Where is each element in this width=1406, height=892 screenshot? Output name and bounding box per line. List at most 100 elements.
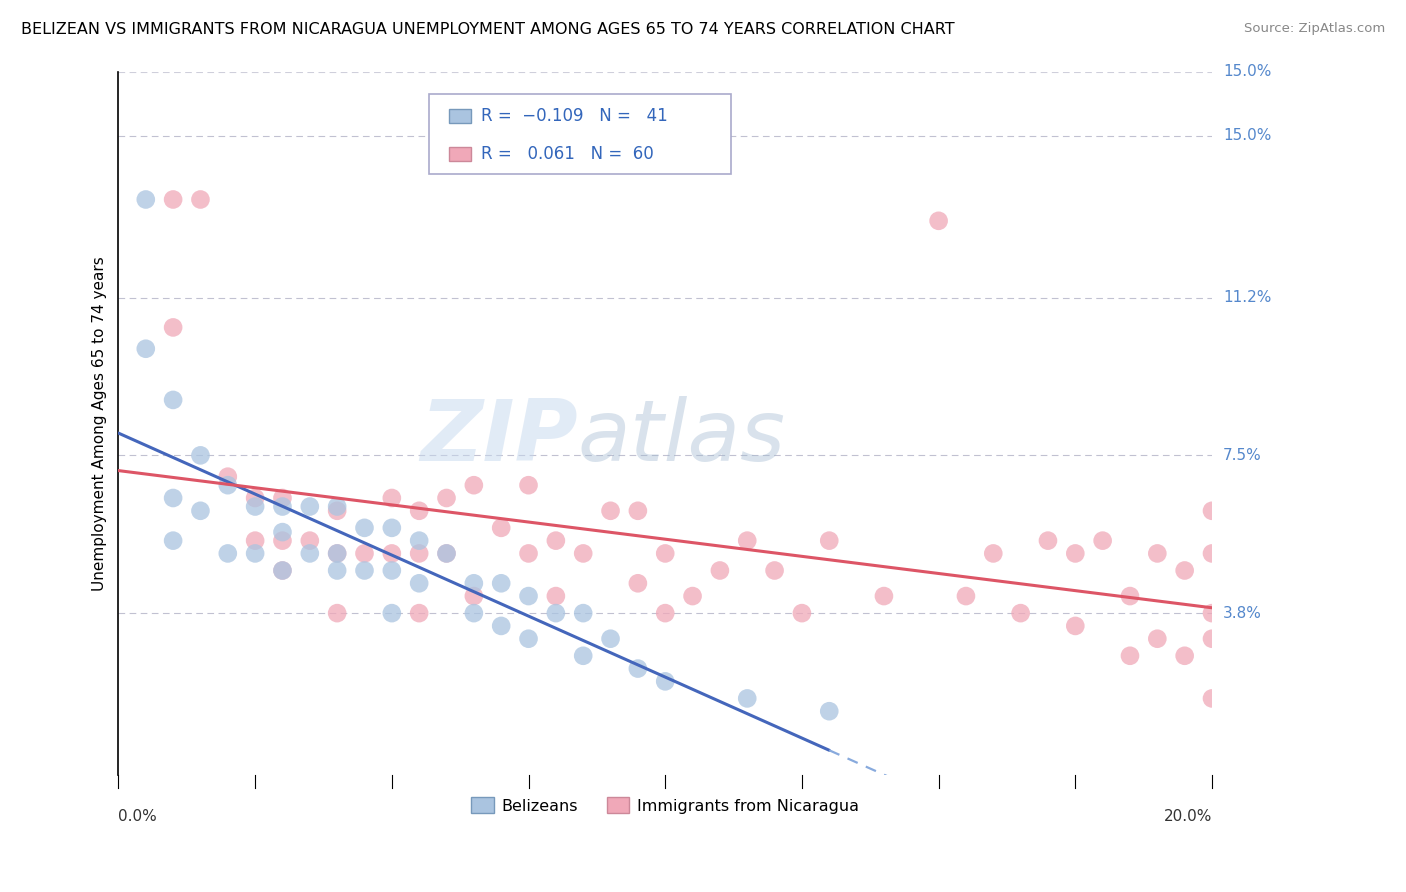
Point [243,546,266,560]
Point [463,576,485,591]
Y-axis label: Unemployment Among Ages 65 to 74 years: Unemployment Among Ages 65 to 74 years [93,256,107,591]
Point [243,491,266,505]
Text: 15.0%: 15.0% [1223,64,1271,79]
Point [572,648,595,663]
Point [489,576,512,591]
Point [654,674,676,689]
Point [381,521,404,535]
Point [298,546,321,560]
Point [436,546,458,560]
Point [243,500,266,514]
Point [271,564,294,578]
Point [135,342,157,356]
Text: R =   0.061   N =  60: R = 0.061 N = 60 [481,145,654,163]
Point [572,546,595,560]
Point [217,478,239,492]
Point [1010,606,1032,620]
Point [408,533,430,548]
Point [326,500,349,514]
Point [190,193,212,207]
Point [271,564,294,578]
Text: 15.0%: 15.0% [1223,128,1271,143]
Point [1064,619,1087,633]
Point [489,521,512,535]
Point [162,392,184,407]
Point [517,478,540,492]
Point [682,589,704,603]
Point [326,504,349,518]
Point [381,546,404,560]
Point [463,606,485,620]
Point [1174,648,1197,663]
Text: 11.2%: 11.2% [1223,290,1271,305]
Point [271,525,294,540]
Point [1146,546,1168,560]
Point [381,491,404,505]
Point [271,533,294,548]
Point [517,632,540,646]
Point [1201,606,1223,620]
Text: atlas: atlas [578,396,786,479]
Point [654,606,676,620]
Point [353,564,375,578]
Point [408,546,430,560]
Point [544,533,567,548]
Point [627,576,650,591]
Text: 0.0%: 0.0% [118,809,157,824]
Point [271,491,294,505]
Point [436,546,458,560]
Point [818,704,841,718]
Point [763,564,786,578]
Point [162,193,184,207]
Legend: Belizeans, Immigrants from Nicaragua: Belizeans, Immigrants from Nicaragua [465,791,866,820]
Point [298,500,321,514]
Point [627,662,650,676]
Point [326,546,349,560]
Point [190,504,212,518]
Point [243,533,266,548]
Point [627,504,650,518]
Point [463,589,485,603]
Text: Source: ZipAtlas.com: Source: ZipAtlas.com [1244,22,1385,36]
Point [544,589,567,603]
Point [217,546,239,560]
Point [271,500,294,514]
Text: R =  −0.109   N =   41: R = −0.109 N = 41 [481,107,668,125]
Point [735,691,758,706]
Point [818,533,841,548]
Text: 20.0%: 20.0% [1164,809,1212,824]
Text: 3.8%: 3.8% [1223,606,1263,621]
Point [517,589,540,603]
Point [599,632,621,646]
Point [353,521,375,535]
Point [353,546,375,560]
Point [1091,533,1114,548]
Point [408,606,430,620]
Point [572,606,595,620]
Point [489,619,512,633]
Point [326,606,349,620]
Point [135,193,157,207]
Point [1146,632,1168,646]
Point [1201,691,1223,706]
Point [162,320,184,334]
Point [217,469,239,483]
Point [928,214,950,228]
Point [1201,504,1223,518]
Point [1119,648,1142,663]
Point [463,478,485,492]
Point [981,546,1004,560]
Point [873,589,896,603]
Point [544,606,567,620]
Text: 7.5%: 7.5% [1223,448,1261,463]
Point [735,533,758,548]
Text: BELIZEAN VS IMMIGRANTS FROM NICARAGUA UNEMPLOYMENT AMONG AGES 65 TO 74 YEARS COR: BELIZEAN VS IMMIGRANTS FROM NICARAGUA UN… [21,22,955,37]
Point [1174,564,1197,578]
Point [162,533,184,548]
Point [709,564,731,578]
Point [408,504,430,518]
Text: ZIP: ZIP [420,396,578,479]
Point [955,589,977,603]
Point [326,564,349,578]
Point [298,533,321,548]
